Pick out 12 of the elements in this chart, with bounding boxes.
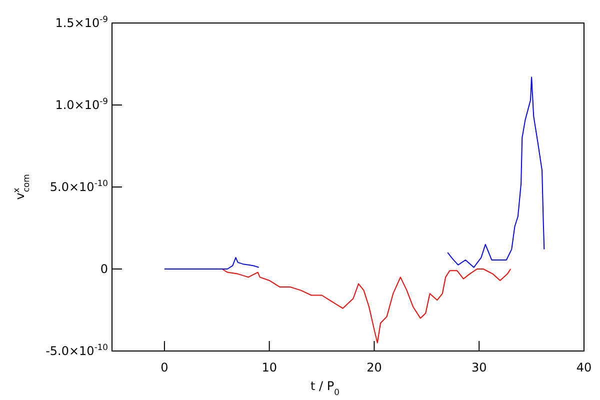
y-tick-label: 0 [100, 262, 108, 276]
line-series [222, 268, 512, 344]
y-tick-label: -5.0×10$^{-10}$ [46, 342, 108, 358]
x-tick-label: 10 [262, 360, 277, 375]
x-tick-label: 0 [160, 360, 168, 375]
y-tick-label: 5.0×10$^{-10}$ [50, 178, 108, 194]
x-axis-title: t / P$_{0}$ [310, 379, 340, 397]
x-tick-label: 40 [576, 360, 592, 375]
y-tick-label: 1.0×10$^{-9}$ [55, 96, 108, 112]
y-tick-label: 1.5×10$^{-9}$ [55, 14, 108, 30]
x-tick-label: 20 [366, 360, 382, 375]
x-tick-label: 30 [471, 360, 487, 375]
